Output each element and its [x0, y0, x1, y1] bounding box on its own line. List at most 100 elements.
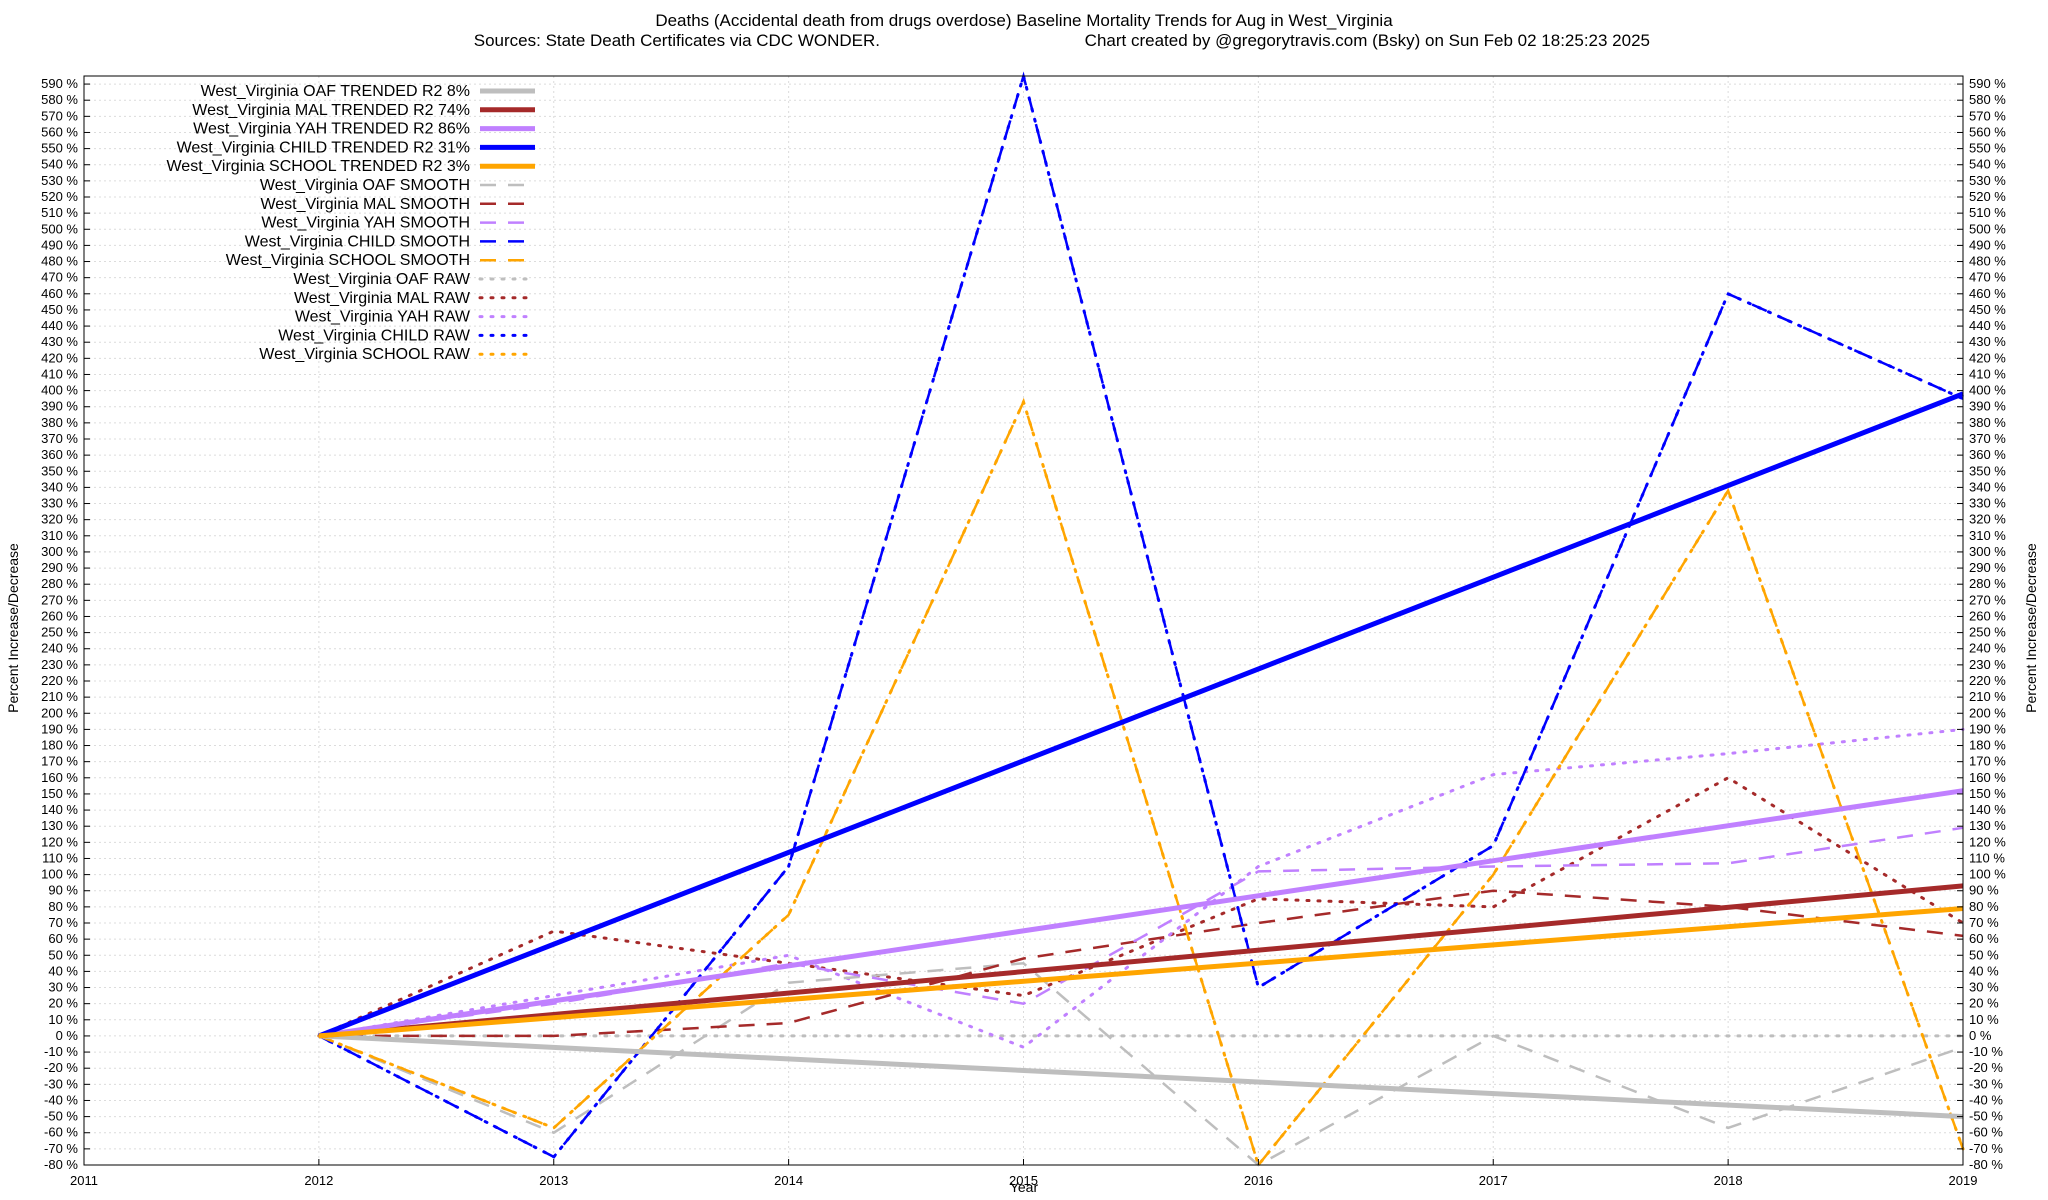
- y-tick-label-left: 280 %: [41, 576, 78, 591]
- y-tick-label-right: 20 %: [1969, 996, 1999, 1011]
- y-tick-label-left: 410 %: [41, 366, 78, 381]
- y-tick-label-left: 420 %: [41, 350, 78, 365]
- y-tick-label-right: 500 %: [1969, 221, 2006, 236]
- y-tick-label-right: 240 %: [1969, 641, 2006, 656]
- y-tick-label-right: 10 %: [1969, 1012, 1999, 1027]
- y-tick-label-left: 130 %: [41, 818, 78, 833]
- y-tick-label-left: 20 %: [48, 996, 78, 1011]
- chart-subtitle-sources: Sources: State Death Certificates via CD…: [474, 31, 880, 50]
- y-tick-label-right: 100 %: [1969, 867, 2006, 882]
- y-tick-label-left: 360 %: [41, 447, 78, 462]
- legend-label-0: West_Virginia OAF TRENDED R2 8%: [201, 83, 470, 100]
- y-tick-label-right: 330 %: [1969, 496, 2006, 511]
- series-line-8: [318, 71, 1964, 1159]
- y-tick-label-left: 320 %: [41, 512, 78, 527]
- legend-label-5: West_Virginia OAF SMOOTH: [260, 177, 470, 194]
- series-line-11: [317, 776, 1965, 1038]
- y-tick-label-left: 570 %: [41, 108, 78, 123]
- y-tick-label-right: -60 %: [1969, 1125, 2003, 1140]
- y-tick-label-right: 300 %: [1969, 544, 2006, 559]
- y-tick-label-right: 460 %: [1969, 286, 2006, 301]
- y-tick-label-right: 50 %: [1969, 947, 1999, 962]
- y-tick-label-right: 280 %: [1969, 576, 2006, 591]
- legend-label-2: West_Virginia YAH TRENDED R2 86%: [193, 121, 470, 138]
- y-tick-label-left: 370 %: [41, 431, 78, 446]
- y-tick-label-right: 390 %: [1969, 399, 2006, 414]
- y-tick-label-left: 580 %: [41, 92, 78, 107]
- y-tick-label-right: 440 %: [1969, 318, 2006, 333]
- y-tick-label-right: 470 %: [1969, 270, 2006, 285]
- y-tick-label-left: 510 %: [41, 205, 78, 220]
- y-tick-label-right: 310 %: [1969, 528, 2006, 543]
- y-tick-label-left: 220 %: [41, 673, 78, 688]
- y-tick-label-right: -70 %: [1969, 1141, 2003, 1156]
- y-tick-label-right: 520 %: [1969, 189, 2006, 204]
- y-tick-label-left: 40 %: [48, 963, 78, 978]
- y-tick-label-left: 430 %: [41, 334, 78, 349]
- legend-label-8: West_Virginia CHILD SMOOTH: [245, 233, 470, 250]
- legend-label-1: West_Virginia MAL TRENDED R2 74%: [192, 102, 470, 119]
- y-tick-label-right: 550 %: [1969, 141, 2006, 156]
- y-tick-label-left: 460 %: [41, 286, 78, 301]
- legend-label-6: West_Virginia MAL SMOOTH: [260, 196, 470, 213]
- y-tick-label-left: 90 %: [48, 883, 78, 898]
- y-tick-label-left: 590 %: [41, 76, 78, 91]
- y-tick-label-right: 200 %: [1969, 705, 2006, 720]
- y-tick-label-right: 270 %: [1969, 592, 2006, 607]
- series-line-7: [318, 826, 1964, 1038]
- y-tick-label-right: 250 %: [1969, 625, 2006, 640]
- y-tick-label-right: 350 %: [1969, 463, 2006, 478]
- y-tick-label-right: 230 %: [1969, 657, 2006, 672]
- y-tick-label-left: 310 %: [41, 528, 78, 543]
- y-tick-label-right: 410 %: [1969, 366, 2006, 381]
- y-tick-label-left: 300 %: [41, 544, 78, 559]
- y-tick-label-left: 150 %: [41, 786, 78, 801]
- y-tick-label-left: 250 %: [41, 625, 78, 640]
- y-tick-label-right: 370 %: [1969, 431, 2006, 446]
- y-tick-label-right: 30 %: [1969, 980, 1999, 995]
- y-tick-label-left: 380 %: [41, 415, 78, 430]
- y-tick-label-left: 350 %: [41, 463, 78, 478]
- x-tick-label: 2018: [1714, 1173, 1743, 1188]
- y-tick-label-right: 570 %: [1969, 108, 2006, 123]
- y-tick-label-right: 220 %: [1969, 673, 2006, 688]
- y-tick-label-right: 590 %: [1969, 76, 2006, 91]
- y-tick-label-left: 30 %: [48, 980, 78, 995]
- y-tick-label-left: -40 %: [44, 1092, 78, 1107]
- y-tick-label-right: 210 %: [1969, 689, 2006, 704]
- y-tick-label-right: 490 %: [1969, 237, 2006, 252]
- y-axis-label-left: Percent Increase/Decrease: [5, 543, 21, 713]
- y-tick-label-left: -10 %: [44, 1044, 78, 1059]
- series-line-4: [318, 906, 1964, 1039]
- y-tick-label-left: 260 %: [41, 608, 78, 623]
- y-tick-label-left: 390 %: [41, 399, 78, 414]
- y-tick-label-left: 400 %: [41, 383, 78, 398]
- y-tick-label-left: 540 %: [41, 157, 78, 172]
- y-tick-label-right: 70 %: [1969, 915, 1999, 930]
- legend-label-9: West_Virginia SCHOOL SMOOTH: [226, 252, 470, 269]
- y-tick-label-left: 490 %: [41, 237, 78, 252]
- y-tick-label-left: 170 %: [41, 754, 78, 769]
- y-tick-label-right: 430 %: [1969, 334, 2006, 349]
- legend-label-7: West_Virginia YAH SMOOTH: [261, 215, 470, 232]
- y-tick-label-right: 420 %: [1969, 350, 2006, 365]
- y-tick-label-right: 80 %: [1969, 899, 1999, 914]
- y-tick-label-left: -80 %: [44, 1157, 78, 1172]
- y-tick-label-right: 90 %: [1969, 883, 1999, 898]
- y-tick-label-right: 380 %: [1969, 415, 2006, 430]
- y-tick-label-left: -70 %: [44, 1141, 78, 1156]
- y-tick-label-right: 290 %: [1969, 560, 2006, 575]
- x-axis-label: Year: [1010, 1179, 1039, 1195]
- legend-label-4: West_Virginia SCHOOL TRENDED R2 3%: [166, 158, 470, 175]
- legend-label-13: West_Virginia CHILD RAW: [278, 327, 471, 344]
- legend: West_Virginia OAF TRENDED R2 8% West_Virg…: [166, 83, 537, 363]
- y-tick-label-right: 530 %: [1969, 173, 2006, 188]
- y-tick-label-left: -60 %: [44, 1125, 78, 1140]
- y-tick-label-left: -20 %: [44, 1060, 78, 1075]
- y-tick-label-left: 10 %: [48, 1012, 78, 1027]
- y-tick-label-right: -10 %: [1969, 1044, 2003, 1059]
- y-tick-label-left: 450 %: [41, 302, 78, 317]
- y-tick-label-left: 120 %: [41, 834, 78, 849]
